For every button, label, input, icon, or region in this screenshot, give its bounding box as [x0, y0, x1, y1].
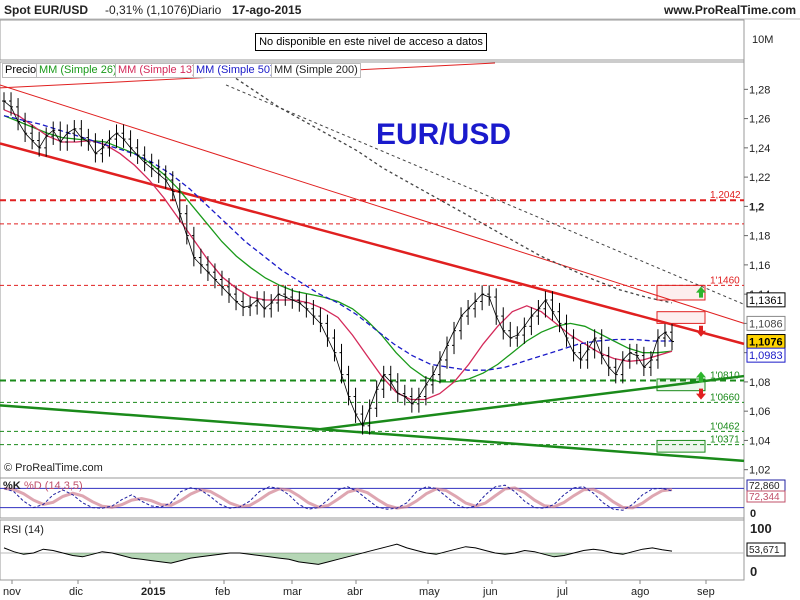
trendline-main-resistance [0, 142, 745, 346]
rsi-line [3, 543, 673, 565]
period-label: Diario [190, 3, 222, 17]
stochastic-k-value: 72,860 [749, 481, 780, 492]
rsi-oversold-fill [0, 553, 672, 565]
arrow-down-icon [696, 388, 706, 400]
x-axis-label: feb [215, 586, 230, 598]
legend-mm26[interactable]: MM (Simple 26) [36, 63, 120, 78]
stochastic-panel [0, 477, 745, 519]
rsi-tag [746, 542, 786, 557]
legend-mm13[interactable]: MM (Simple 13) [115, 63, 199, 78]
y-tick-label: 1,24 [749, 143, 770, 155]
legend-price[interactable]: Precio [2, 63, 40, 78]
level-label: 1,2042 [710, 190, 741, 201]
x-axis-label: abr [347, 586, 363, 598]
trendline-support-long [0, 404, 745, 463]
stochastic-axis-label: 0 [750, 508, 756, 520]
stochastic-k-line [3, 484, 673, 511]
legend-mm50[interactable]: MM (Simple 50) [193, 63, 277, 78]
y-tick-label: 1,08 [749, 377, 770, 389]
arrow-up-icon [696, 371, 706, 383]
rsi-label: RSI (14) [3, 524, 44, 536]
x-axis-label: jul [556, 586, 568, 598]
arrow-down-icon [696, 325, 706, 337]
price-close-line [3, 100, 673, 427]
rsi-panel [0, 519, 745, 581]
y-tick-label: 1,26 [749, 114, 770, 126]
y-tick-label: 1,16 [749, 260, 770, 272]
level-label: 1'1460 [710, 275, 740, 286]
target-box-support [656, 378, 706, 392]
chart-title: EUR/USD [376, 118, 512, 151]
x-axis-label: ago [631, 586, 649, 598]
trendline-support-rising [311, 374, 745, 432]
arrow-up-icon [696, 286, 706, 298]
price-panel [0, 61, 745, 479]
price-tag [746, 292, 786, 308]
level-label: 1'0660 [710, 392, 740, 403]
date-label: 17-ago-2015 [232, 3, 302, 17]
mm13-line [3, 109, 673, 401]
y-tick-label: 1,04 [749, 435, 770, 447]
legend-mm200[interactable]: MM (Simple 200) [271, 63, 361, 78]
y-tick-label: 1,28 [749, 84, 770, 96]
y-tick-label: 1,02 [749, 465, 770, 477]
y-tick-label: 1,22 [749, 172, 770, 184]
price-tag [746, 315, 786, 331]
y-tick-label: 1,2 [749, 201, 764, 213]
x-axis-label: may [419, 586, 440, 598]
level-label: 1'0462 [710, 421, 740, 432]
price-tag-label: 1,1361 [749, 295, 783, 307]
target-box-resistance [656, 311, 706, 324]
rsi-axis-label: 0 [750, 564, 757, 579]
y-tick-label: 1,06 [749, 406, 770, 418]
mm200-line [225, 71, 673, 304]
price-tag [746, 347, 786, 363]
rsi-axis-label: 100 [750, 521, 772, 536]
stochastic-d-tag [746, 490, 786, 503]
data-access-notice: No disponible en este nivel de acceso a … [255, 33, 487, 51]
level-label: 1'0810 [710, 370, 740, 381]
volume-axis-label: 10M [752, 34, 773, 46]
y-tick-label: 1,18 [749, 231, 770, 243]
x-axis-label: sep [697, 586, 715, 598]
symbol-label: Spot EUR/USD [4, 3, 88, 17]
stochastic-d-value: 72,344 [749, 492, 780, 503]
x-axis-label: nov [3, 586, 21, 598]
price-tag-label: 1,1076 [749, 337, 783, 349]
rsi-value: 53,671 [749, 545, 780, 556]
site-link[interactable]: www.ProRealTime.com [664, 3, 797, 17]
x-axis-label: jun [482, 586, 498, 598]
level-label: 1'0371 [710, 435, 740, 446]
x-axis-label: 2015 [141, 586, 165, 598]
x-axis-label: dic [69, 586, 84, 598]
target-box-lower [656, 439, 706, 453]
mm50-line [3, 115, 672, 371]
price-tag-label: 1,0983 [749, 350, 783, 362]
trendline-mm200-extension [225, 84, 745, 305]
x-axis-label: mar [283, 586, 302, 598]
stochastic-label-k: %K [3, 480, 21, 492]
stochastic-d-line [3, 486, 673, 510]
change-label: -0,31% (1,1076) [105, 3, 192, 17]
attribution: © ProRealTime.com [4, 462, 103, 474]
price-tag-label: 1,1086 [749, 318, 783, 330]
stochastic-label-d: %D (14,3,5) [24, 480, 83, 492]
